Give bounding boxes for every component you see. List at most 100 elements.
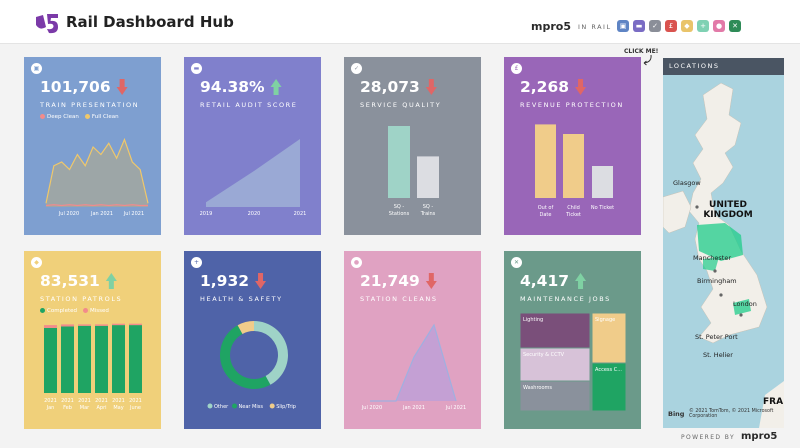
x-tick-label: Apri — [96, 405, 106, 411]
x-tick-label: Mar — [80, 405, 90, 411]
header-bar: Rail Dashboard Hub mpro5 IN RAIL ▣ ▬ ✓ £ ◆ + ●… — [0, 0, 800, 44]
ticket-icon: ▬ — [191, 63, 202, 74]
locations-map[interactable]: LOCATIONS Glasgow UNITED KINGDOM Manches… — [663, 58, 784, 428]
bar-completed — [44, 327, 57, 393]
x-tick-label: Jul 2020 — [58, 211, 79, 217]
pound-icon[interactable]: £ — [665, 20, 677, 32]
legend-dot — [232, 403, 237, 409]
card-revenue-protection[interactable]: £ 2,268 REVENUE PROTECTION Out of Date Chi… — [504, 57, 641, 235]
map-label-st-helier: St. Helier — [703, 351, 733, 359]
x-tick-label: SQ - — [394, 204, 405, 210]
check-icon[interactable]: ✓ — [649, 20, 661, 32]
legend-label: Slip/Trip — [276, 404, 296, 410]
bar-missed — [78, 324, 91, 326]
card-value: 21,749 — [360, 272, 420, 290]
nav-icon-bar: ▣ ▬ ✓ £ ◆ + ● ✕ — [617, 20, 741, 32]
tools-icon: ✕ — [511, 257, 522, 268]
x-tick-label: June — [129, 405, 141, 411]
footer-brand-logo: mpro5 — [741, 431, 778, 442]
x-tick-label: 2021 — [95, 398, 108, 404]
bar — [563, 134, 584, 198]
bar-completed — [129, 325, 142, 393]
card-label: REVENUE PROTECTION — [520, 101, 624, 109]
retail-area — [206, 139, 300, 207]
card-station-patrols[interactable]: ◆ 83,531 STATION PATROLS Completed Misse… — [24, 251, 161, 429]
bar-missed — [129, 323, 142, 326]
chart-legend: Deep Clean Full Clean — [40, 114, 119, 120]
card-value: 28,073 — [360, 78, 420, 96]
card-station-cleans[interactable]: ● 21,749 STATION CLEANS Jul 2020 Jan 2021… — [344, 251, 481, 429]
bubbles-icon: ● — [351, 257, 362, 268]
x-tick-label: Jan 2021 — [402, 405, 425, 411]
cross-icon[interactable]: + — [697, 20, 709, 32]
x-tick-label: 2020 — [248, 211, 261, 217]
x-tick-label: Jul 2021 — [445, 405, 466, 411]
bar-completed — [112, 325, 125, 393]
map-label-birmingham: Birmingham — [697, 277, 737, 285]
map-copyright: © 2021 TomTom, © 2021 Microsoft Corporat… — [689, 409, 774, 419]
map-land — [663, 82, 784, 428]
train-icon[interactable]: ▣ — [617, 20, 629, 32]
donut-slice — [220, 325, 271, 389]
shield-icon: ◆ — [31, 257, 42, 268]
card-label: HEALTH & SAFETY — [200, 295, 283, 303]
x-tick-label: No Ticket — [591, 205, 614, 211]
bubbles-icon[interactable]: ● — [713, 20, 725, 32]
pound-icon: £ — [511, 63, 522, 74]
treemap-cell — [519, 312, 591, 349]
bar-completed — [78, 325, 91, 393]
card-service-quality[interactable]: ✓ 28,073 SERVICE QUALITY SQ - Stations SQ … — [344, 57, 481, 235]
x-tick-label: Jan 2021 — [90, 211, 113, 217]
trend-down-arrow-icon — [255, 273, 267, 289]
map-label-fra: FRA — [763, 397, 784, 407]
mpro5-logo-icon — [36, 14, 58, 34]
card-health-safety[interactable]: + 1,932 HEALTH & SAFETY Other Near Miss Sl… — [184, 251, 321, 429]
treemap-label: Washrooms — [523, 385, 552, 391]
trend-down-arrow-icon — [575, 79, 587, 95]
trend-down-arrow-icon — [425, 79, 437, 95]
x-tick-label: Jul 2020 — [361, 405, 382, 411]
trend-down-arrow-icon — [116, 79, 128, 95]
map-dot-glasgow — [695, 205, 699, 209]
x-tick-label: Child — [567, 205, 580, 211]
x-tick-label: 2021 — [112, 398, 125, 404]
page-title: Rail Dashboard Hub — [66, 13, 234, 31]
treemap-label: Signage — [595, 317, 615, 323]
card-label: TRAIN PRESENTATION — [40, 101, 140, 109]
legend-label: Near Miss — [239, 404, 264, 410]
train-area-chart: Jul 2020 Jan 2021 Jul 2021 — [45, 79, 149, 217]
shield-icon[interactable]: ◆ — [681, 20, 693, 32]
cleans-area-chart: Jul 2020 Jan 2021 Jul 2021 — [361, 273, 466, 411]
trend-up-arrow-icon — [270, 79, 282, 95]
maintenance-treemap: Lighting Signage Security & CCTV Washrooms A… — [519, 273, 627, 412]
card-label: MAINTENANCE JOBS — [520, 295, 611, 303]
card-retail-audit[interactable]: ▬ 94.38% RETAIL AUDIT SCORE 2019 2020 2021 — [184, 57, 321, 235]
brand-logo: mpro5 — [531, 20, 571, 33]
tools-icon[interactable]: ✕ — [729, 20, 741, 32]
map-dot-manchester — [713, 269, 717, 273]
x-tick-label: 2021 — [78, 398, 91, 404]
x-tick-label: Date — [540, 212, 552, 218]
ticket-icon[interactable]: ▬ — [633, 20, 645, 32]
chart-legend: Completed Missed — [40, 308, 109, 314]
trend-up-arrow-icon — [105, 273, 117, 289]
card-train-presentation[interactable]: ▣ 101,706 TRAIN PRESENTATION Deep Clean … — [24, 57, 161, 235]
retail-area-chart: 2019 2020 2021 — [200, 79, 306, 217]
x-tick-label: Feb — [63, 405, 72, 411]
curved-arrow-icon — [643, 54, 652, 66]
card-label: STATION CLEANS — [360, 295, 438, 303]
treemap-label: Lighting — [523, 317, 543, 323]
card-label: RETAIL AUDIT SCORE — [200, 101, 298, 109]
card-maintenance-jobs[interactable]: ✕ 4,417 MAINTENANCE JOBS Lighting Signage… — [504, 251, 641, 429]
card-label: STATION PATROLS — [40, 295, 123, 303]
legend-item-full-clean: Full Clean — [84, 114, 119, 120]
donut-slice — [237, 321, 254, 334]
bar-missed — [112, 323, 125, 326]
cleans-line — [370, 323, 457, 402]
x-tick-label: 2019 — [200, 211, 213, 217]
patrols-bar-chart: 2021Jan2021Feb2021Mar2021Apri2021May2021… — [44, 273, 142, 411]
legend-label: Other — [214, 404, 229, 410]
x-tick-label: Trains — [420, 211, 436, 217]
bar-completed — [95, 325, 108, 393]
